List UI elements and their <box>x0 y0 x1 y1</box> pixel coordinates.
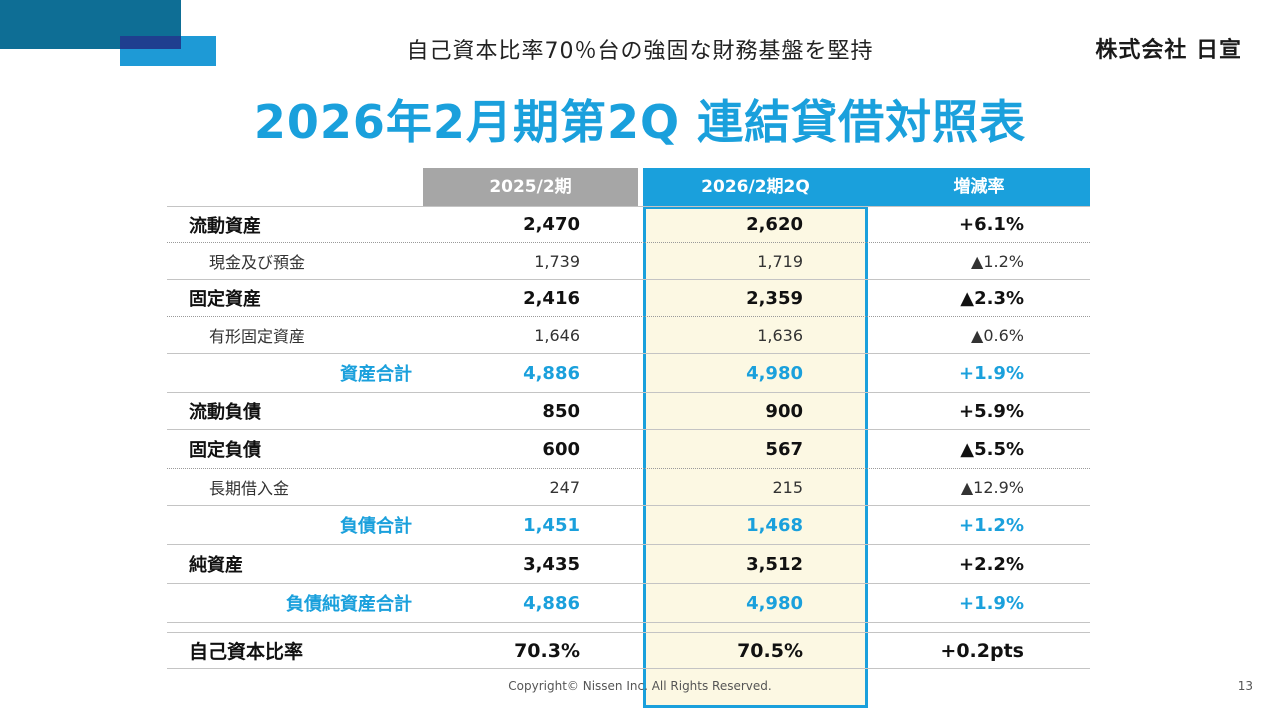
row-change-rate: ▲12.9% <box>960 477 1024 497</box>
table-header: 2025/2期 2026/2期2Q 増減率 <box>167 168 1090 206</box>
row-label: 負債純資産合計 <box>286 594 412 615</box>
row-label: 流動資産 <box>189 215 261 237</box>
row-label: 資産合計 <box>340 364 412 385</box>
row-change-rate: +2.2% <box>958 553 1024 575</box>
header-change-rate: 増減率 <box>868 168 1090 206</box>
balance-sheet-table: 2025/2期 2026/2期2Q 増減率 流動資産 2,470 2,620 +… <box>167 168 1090 708</box>
page-number: 13 <box>1237 679 1253 693</box>
header-prev-period: 2025/2期 <box>423 168 638 206</box>
row-change-rate: +0.2pts <box>940 639 1024 662</box>
row-prev-value: 3,435 <box>523 553 580 575</box>
table-row: 固定資産 2,416 2,359 ▲2.3% <box>167 280 1090 317</box>
row-change-rate: ▲1.2% <box>971 251 1024 271</box>
table-row: 流動資産 2,470 2,620 +6.1% <box>167 206 1090 243</box>
row-change-rate: +1.9% <box>958 362 1024 384</box>
row-label: 現金及び預金 <box>209 253 306 272</box>
row-prev-value: 2,470 <box>523 214 580 235</box>
table-row: 長期借入金 247 215 ▲12.9% <box>167 469 1090 506</box>
row-change-rate: ▲0.6% <box>971 325 1024 345</box>
row-current-value: 900 <box>765 400 803 422</box>
table-row: 固定負債 600 567 ▲5.5% <box>167 430 1090 469</box>
table-row: 有形固定資産 1,646 1,636 ▲0.6% <box>167 317 1090 354</box>
row-prev-value: 850 <box>542 400 580 422</box>
table-row: 現金及び預金 1,739 1,719 ▲1.2% <box>167 243 1090 280</box>
row-label: 流動負債 <box>189 402 261 423</box>
corner-decoration-dark <box>120 36 181 49</box>
row-current-value: 567 <box>765 438 803 460</box>
row-prev-value: 2,416 <box>523 287 580 309</box>
row-prev-value: 1,646 <box>534 325 580 345</box>
row-label: 固定負債 <box>189 440 261 461</box>
row-prev-value: 1,451 <box>523 514 580 536</box>
row-current-value: 1,468 <box>746 514 803 536</box>
row-label: 固定資産 <box>189 289 261 310</box>
row-current-value: 2,620 <box>746 214 803 235</box>
table-row: 純資産 3,435 3,512 +2.2% <box>167 545 1090 584</box>
row-current-value: 70.5% <box>737 639 803 662</box>
table-row-total: 資産合計 4,886 4,980 +1.9% <box>167 354 1090 393</box>
slide-title: 2026年2月期第2Q 連結貸借対照表 <box>253 95 1027 149</box>
table-row-total: 負債合計 1,451 1,468 +1.2% <box>167 506 1090 545</box>
current-period-highlight <box>643 206 868 708</box>
table-row-total: 負債純資産合計 4,886 4,980 +1.9% <box>167 584 1090 623</box>
copyright-footer: Copyright© Nissen Inc. All Rights Reserv… <box>508 679 772 693</box>
row-change-rate: +1.9% <box>958 592 1024 614</box>
row-label: 自己資本比率 <box>189 641 304 663</box>
row-change-rate: +5.9% <box>958 400 1024 422</box>
row-prev-value: 1,739 <box>534 251 580 271</box>
row-prev-value: 600 <box>542 438 580 460</box>
row-prev-value: 247 <box>549 477 580 497</box>
row-label: 純資産 <box>189 555 243 576</box>
slide-subtitle: 自己資本比率70％台の強固な財務基盤を堅持 <box>406 39 874 64</box>
row-change-rate: ▲2.3% <box>960 287 1024 309</box>
row-prev-value: 70.3% <box>514 639 580 662</box>
row-label: 負債合計 <box>340 516 412 537</box>
row-prev-value: 4,886 <box>523 362 580 384</box>
row-current-value: 4,980 <box>746 592 803 614</box>
row-current-value: 2,359 <box>746 287 803 309</box>
row-prev-value: 4,886 <box>523 592 580 614</box>
row-label: 有形固定資産 <box>209 327 306 346</box>
table-row-equity-ratio: 自己資本比率 70.3% 70.5% +0.2pts <box>167 633 1090 669</box>
row-label: 長期借入金 <box>209 479 290 498</box>
table-row: 流動負債 850 900 +5.9% <box>167 393 1090 430</box>
table-spacer-row <box>167 623 1090 633</box>
row-change-rate: ▲5.5% <box>960 438 1024 460</box>
row-current-value: 1,719 <box>757 251 803 271</box>
row-current-value: 215 <box>772 477 803 497</box>
row-change-rate: +1.2% <box>958 514 1024 536</box>
row-change-rate: +6.1% <box>958 214 1024 235</box>
header-current-period: 2026/2期2Q <box>643 168 868 206</box>
row-current-value: 3,512 <box>746 553 803 575</box>
row-current-value: 1,636 <box>757 325 803 345</box>
row-current-value: 4,980 <box>746 362 803 384</box>
highlight-layer <box>167 206 1090 708</box>
company-logo: 株式会社 日宣 <box>1095 38 1242 63</box>
